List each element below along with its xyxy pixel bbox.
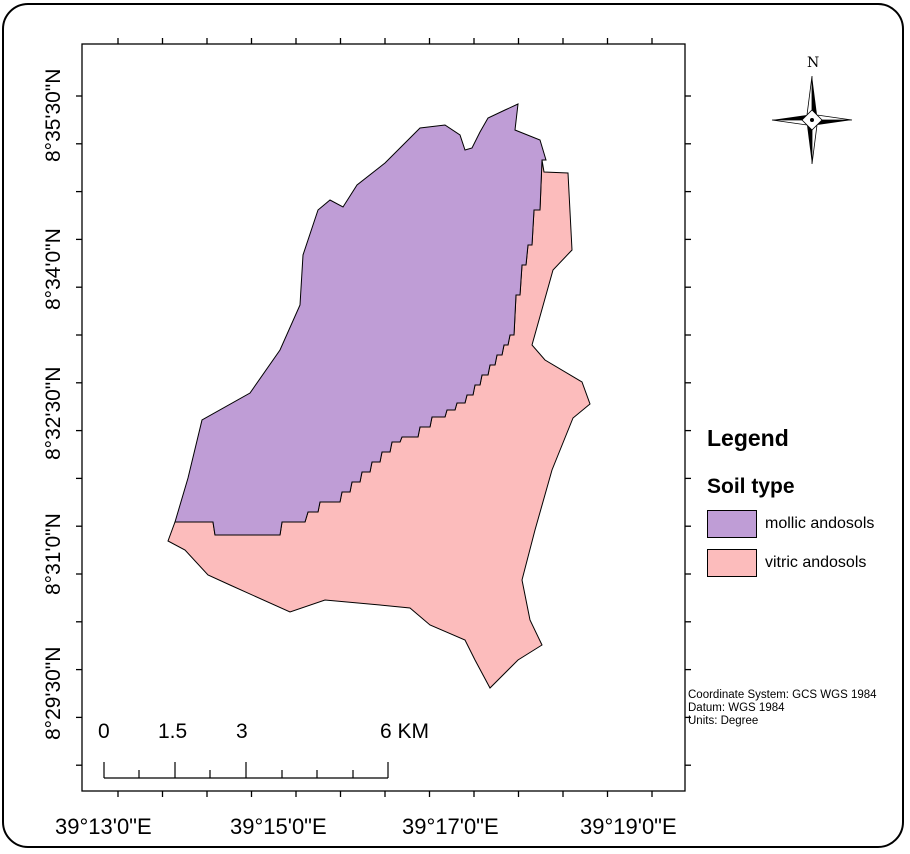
units-text: Units: Degree — [688, 715, 759, 727]
scale-label: 1.5 — [158, 720, 188, 743]
scale-label: 0 — [98, 720, 110, 743]
longitude-label: 39°17'0"E — [402, 814, 499, 839]
legend-swatch-mollic — [707, 510, 757, 538]
longitude-label: 39°19'0"E — [580, 814, 677, 839]
compass-rose-icon — [771, 75, 853, 165]
coordinate-system-text: Coordinate System: GCS WGS 1984 — [688, 689, 877, 701]
latitude-label: 8°35'30"N — [42, 68, 65, 162]
latitude-label: 8°34'0"N — [42, 228, 65, 310]
latitude-label: 8°32'30"N — [42, 366, 65, 460]
legend-swatch-vitric — [707, 549, 757, 577]
map-frame — [2, 3, 904, 848]
datum-text: Datum: WGS 1984 — [688, 702, 785, 714]
scale-label: 3 — [236, 720, 248, 743]
legend-title: Legend — [707, 425, 789, 451]
legend-label-mollic: mollic andosols — [765, 515, 875, 532]
longitude-label: 39°13'0"E — [55, 814, 152, 839]
legend-label-vitric: vitric andosols — [765, 554, 867, 571]
north-label: N — [807, 55, 820, 71]
latitude-label: 8°31'0"N — [42, 513, 65, 595]
legend-subtitle: Soil type — [707, 475, 795, 498]
latitude-label: 8°29'30"N — [42, 646, 65, 740]
mollic-andosols-polygon[interactable] — [174, 103, 547, 536]
scale-label: 6 KM — [380, 720, 430, 743]
scale-bar — [103, 762, 389, 779]
longitude-label: 39°15'0"E — [230, 814, 327, 839]
graticule-ticks — [76, 38, 691, 797]
map-neatline — [81, 43, 686, 792]
